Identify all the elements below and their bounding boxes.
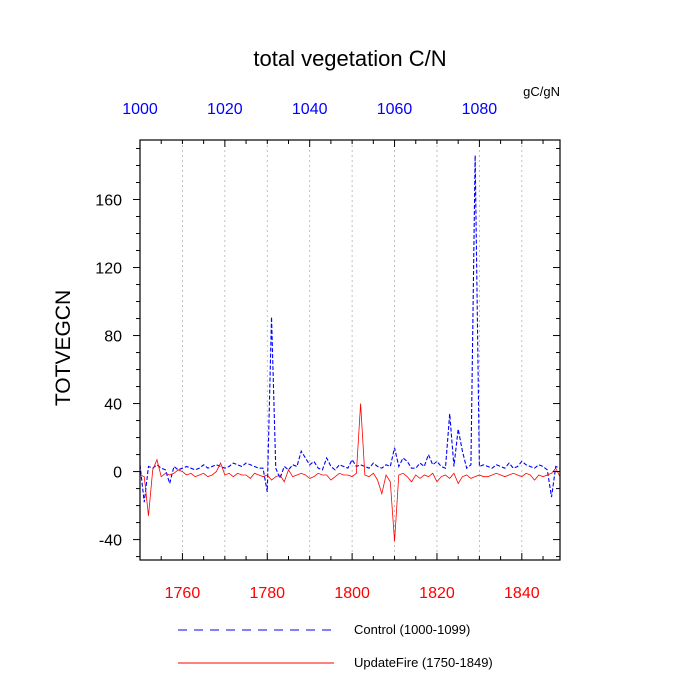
bottom-axis-tick-label-4: 1840 (504, 585, 540, 602)
top-axis-tick-label-4: 1080 (462, 101, 498, 118)
bottom-axis-tick-label-0: 1760 (165, 585, 201, 602)
vertical-grid (182, 140, 523, 560)
series-line-1 (139, 403, 561, 542)
plot-frame (139, 139, 561, 561)
bottom-axis-tick-label-3: 1820 (419, 585, 455, 602)
top-axis-tick-label-1: 1020 (207, 101, 243, 118)
bottom-axis-tick-label-2: 1800 (334, 585, 370, 602)
y-tick-label-3: 80 (104, 329, 122, 346)
y-axis-label: TOTVEGCN (52, 290, 75, 406)
legend-label-1: UpdateFire (1750-1849) (354, 655, 493, 670)
chart-title: total vegetation C/N (253, 46, 446, 71)
y-tick-label-1: 0 (113, 465, 122, 482)
y-tick-label-2: 40 (104, 397, 122, 414)
series-line-0 (139, 155, 561, 503)
series-layer (139, 155, 561, 542)
units-label: gC/gN (523, 84, 560, 99)
legend: Control (1000-1099) UpdateFire (1750-1849… (178, 622, 493, 670)
top-axis-tick-label-0: 1000 (122, 101, 158, 118)
y-tick-label-0: -40 (99, 533, 122, 550)
top-axis-tick-label-3: 1060 (377, 101, 413, 118)
bottom-axis-tick-label-1: 1780 (249, 585, 285, 602)
legend-label-0: Control (1000-1099) (354, 622, 470, 637)
axes: -40 0 40 80 120 160 1760 1780 1800 1820 1840 1000 10… (95, 101, 560, 602)
y-tick-label-5: 160 (95, 193, 122, 210)
top-axis-tick-label-2: 1040 (292, 101, 328, 118)
y-tick-label-4: 120 (95, 261, 122, 278)
